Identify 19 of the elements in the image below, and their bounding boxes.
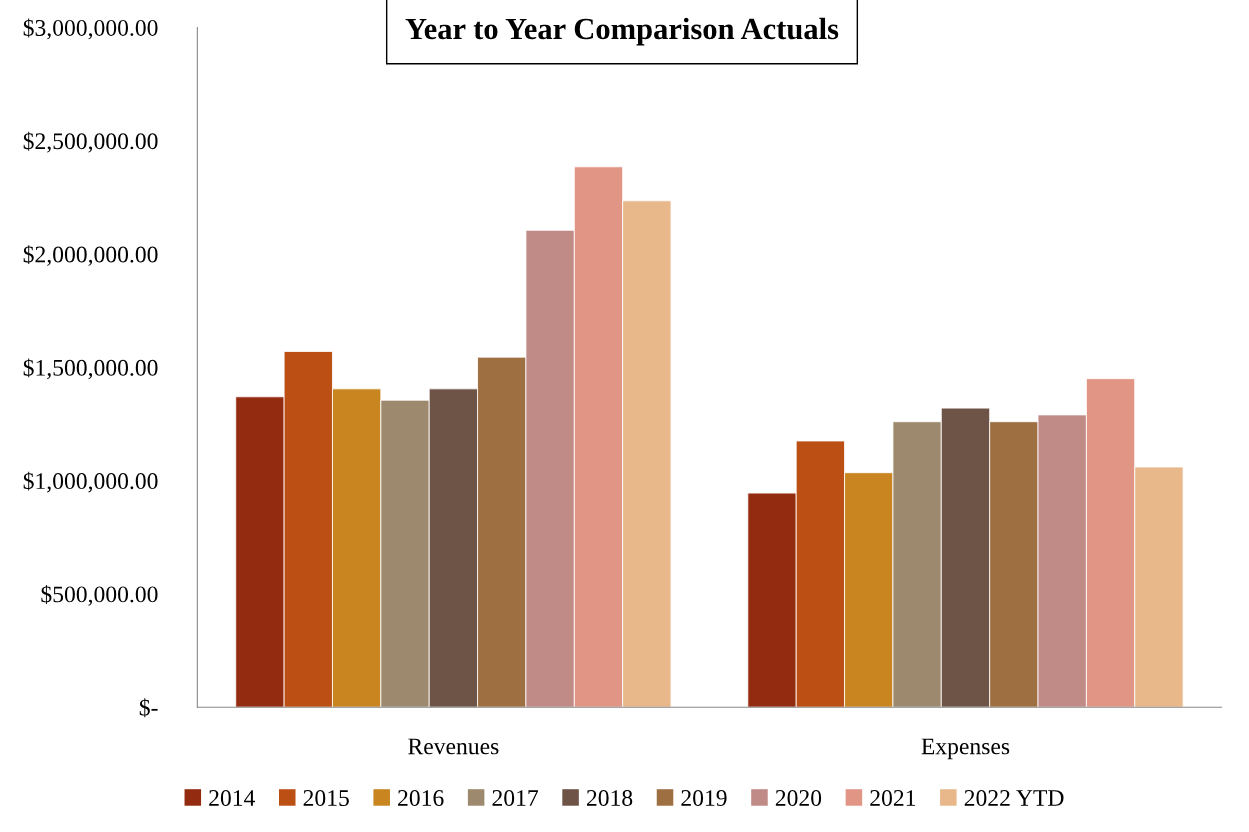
legend-label: 2021 [870,790,916,806]
y-tick-label: $2,000,000.00 [23,245,158,266]
legend-label: 2017 [492,790,539,806]
chart-title: Year to Year Comparison Actuals [405,17,839,46]
x-tick-label: Revenues [408,738,499,755]
y-tick-label: $1,000,000.00 [23,471,158,493]
y-tick-label: $3,000,000.00 [23,18,158,40]
legend-label: 2020 [775,790,822,806]
y-tick-label: $500,000.00 [41,585,158,606]
legend-label: 2019 [681,790,727,806]
x-tick-label: Expenses [921,738,1010,760]
legend-label: 2016 [398,790,444,806]
legend-label: 2015 [303,790,349,806]
legend-label: 2022 YTD [964,790,1064,806]
legend-label: 2018 [586,790,633,806]
y-tick-label: $1,500,000.00 [23,358,158,380]
legend-label: 2014 [209,790,255,806]
y-tick-label: $2,500,000.00 [23,131,158,153]
y-tick-label: $- [139,698,158,718]
